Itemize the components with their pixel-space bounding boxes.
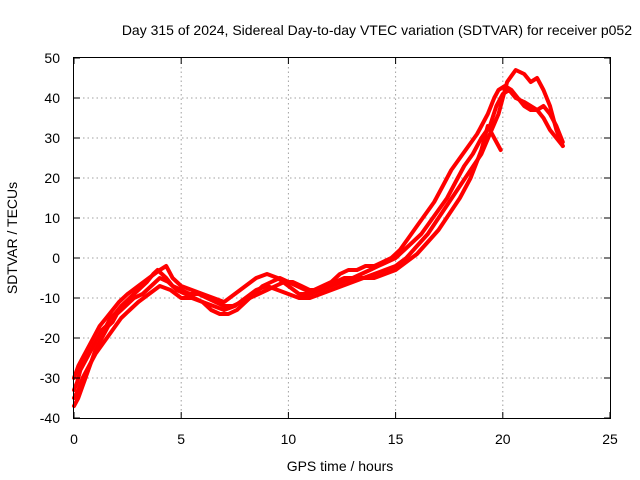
x-tick-label: 20: [495, 431, 511, 447]
x-tick-label: 25: [602, 431, 618, 447]
y-tick-label: -30: [40, 370, 60, 386]
x-axis-label: GPS time / hours: [287, 458, 394, 474]
y-tick-label: 30: [44, 130, 60, 146]
y-tick-label: 40: [44, 90, 60, 106]
chart-title: Day 315 of 2024, Sidereal Day-to-day VTE…: [122, 22, 632, 38]
y-tick-label: 50: [44, 50, 60, 66]
series-layer: [72, 68, 565, 408]
axis-ticks: 0 5 10 15 20 25 -40 -30 -20 -10 0 10 20 30 40 50: [40, 50, 618, 447]
series-line-3: [72, 68, 565, 380]
series-line-4: [72, 124, 503, 400]
y-tick-label: 0: [52, 250, 60, 266]
y-tick-label: 20: [44, 170, 60, 186]
y-tick-label: -40: [40, 410, 60, 426]
x-tick-label: 15: [388, 431, 404, 447]
y-tick-label: 10: [44, 210, 60, 226]
x-tick-label: 10: [281, 431, 297, 447]
x-tick-label: 0: [70, 431, 78, 447]
y-tick-label: -20: [40, 330, 60, 346]
y-axis-label: SDTVAR / TECUs: [4, 182, 20, 294]
series-line-2: [72, 84, 565, 408]
x-tick-label: 5: [177, 431, 185, 447]
grid: [74, 58, 610, 418]
plot-frame: [73, 57, 611, 419]
y-tick-label: -10: [40, 290, 60, 306]
